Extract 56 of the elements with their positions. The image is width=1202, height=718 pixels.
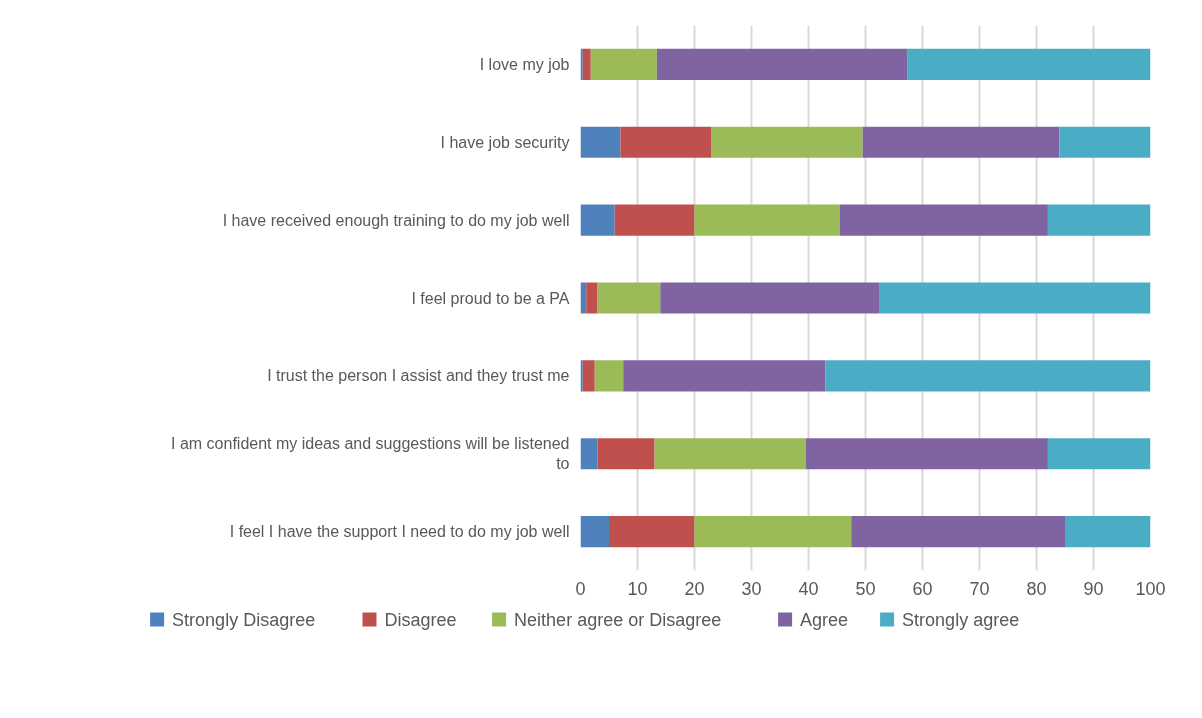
x-tick-label: 30 [741,578,762,599]
bar [656,48,908,80]
x-tick-label: 100 [1135,578,1166,599]
x-tick-label: 80 [1026,578,1047,599]
legend-label: Strongly agree [902,609,1020,630]
bar [620,126,712,158]
bar [1047,204,1151,236]
bar [660,282,880,314]
y-tick-label: I love my job [479,55,570,73]
bar [597,282,661,314]
bar [580,126,621,158]
x-tick-label: 10 [627,578,648,599]
legend-label: Strongly Disagree [172,609,316,630]
y-tick-label: I feel proud to be a PA [411,289,570,307]
x-tick-label: 60 [912,578,933,599]
bar [580,438,598,470]
bar [851,516,1065,548]
bar [580,282,587,314]
bar [1047,438,1151,470]
bar [582,48,591,80]
bar [711,126,863,158]
bar [609,516,695,548]
bar [694,516,852,548]
y-tick-label: I trust the person I assist and they trust me [267,367,570,385]
bar [694,204,840,236]
bar [580,204,615,236]
y-tick-label: I feel I have the support I need to do my job well [229,523,570,541]
bar [1065,516,1151,548]
bar [839,204,1048,236]
x-tick-label: 90 [1083,578,1104,599]
bar [594,360,624,392]
y-tick-label: I have job security [440,133,570,151]
x-tick-label: 20 [684,578,705,599]
bar [586,282,598,314]
bar [862,126,1060,158]
legend-label: Neither agree or Disagree [514,609,722,630]
legend-label: Disagree [384,609,457,630]
bar [805,438,1048,470]
x-tick-label: 0 [575,578,586,599]
bar [1059,126,1151,158]
bar [654,438,806,470]
y-tick-label: I have received enough training to do my job well [222,211,570,229]
x-tick-label: 70 [969,578,990,599]
bar [580,516,609,548]
y-tick-label: I am confident my ideas and suggestions will be listened to [171,435,570,473]
bar [590,48,657,80]
legend-label: Agree [800,609,849,630]
bar [582,360,595,392]
bar [614,204,695,236]
bar [623,360,826,392]
x-tick-label: 40 [798,578,819,599]
x-tick-label: 50 [855,578,876,599]
bar [907,48,1151,80]
bar [597,438,655,470]
bar [879,282,1151,314]
bar [825,360,1151,392]
